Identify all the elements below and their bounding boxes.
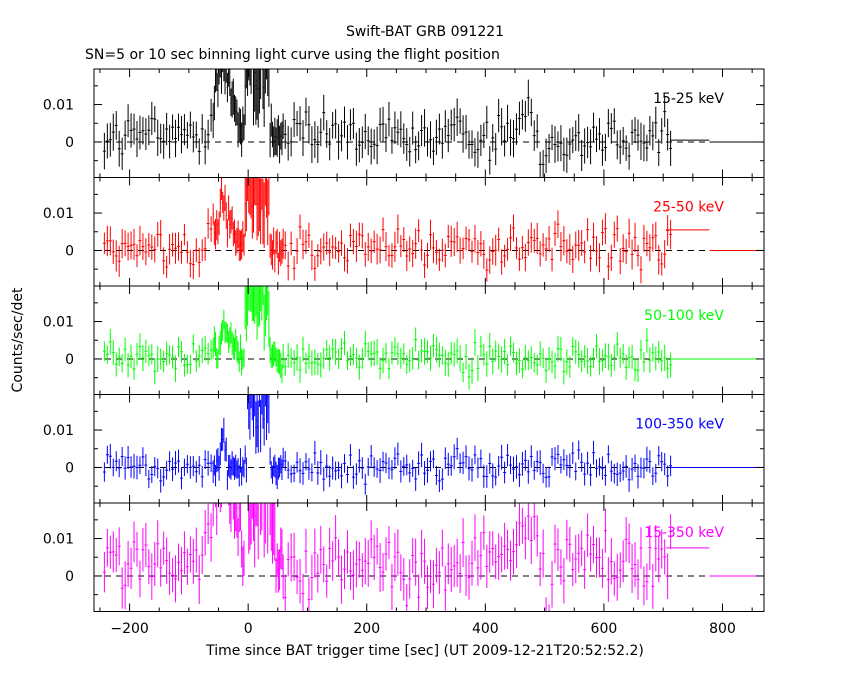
y-tick-label: 0.01 [43,423,74,439]
series [102,286,764,390]
series [102,503,764,612]
chart-subtitle: SN=5 or 10 sec binning light curve using… [85,47,500,63]
band-label: 15-25 keV [653,91,724,107]
x-tick-label: 200 [353,621,380,637]
x-tick-label: 600 [591,621,618,637]
panel: 0 0.01 25-50 keV [43,177,765,287]
series [102,69,764,178]
y-axis-label: Counts/sec/det [10,287,26,392]
panel-frame [93,177,765,287]
panel: 0 0.01 50-100 keV [43,285,765,395]
x-tick-label: 400 [472,621,499,637]
panel: 0 0.01 100-350 keV [43,394,765,504]
y-tick-label: 0 [65,352,74,368]
y-tick-label: 0 [65,243,74,259]
y-tick-label: 0.01 [43,532,74,548]
band-label: 15-350 keV [644,525,724,541]
panel-frame [93,285,765,395]
x-axis-label: Time since BAT trigger time [sec] (UT 20… [205,643,644,659]
x-tick-label: −200 [110,621,148,637]
y-tick-label: 0 [65,569,74,585]
series [102,394,764,495]
band-label: 25-50 keV [653,200,724,216]
y-tick-label: 0.01 [43,98,74,114]
panel-frame [93,68,765,178]
band-label: 100-350 keV [635,417,724,433]
chart-title: Swift-BAT GRB 091221 [346,24,504,40]
panels: 0 0.01 15-25 keV 0 0.01 25-50 keV 0 0.01 50-100 … [43,68,765,637]
band-label: 50-100 keV [644,308,724,324]
panel-frame [93,394,765,504]
panel: 0 0.01 15-350 keV [43,502,765,612]
y-tick-label: 0 [65,460,74,476]
y-tick-label: 0.01 [43,206,74,222]
x-tick-label: 800 [709,621,736,637]
x-tick-label: 0 [244,621,253,637]
y-tick-label: 0 [65,135,74,151]
panel: 0 0.01 15-25 keV [43,68,765,178]
series [102,177,764,284]
y-tick-label: 0.01 [43,315,74,331]
